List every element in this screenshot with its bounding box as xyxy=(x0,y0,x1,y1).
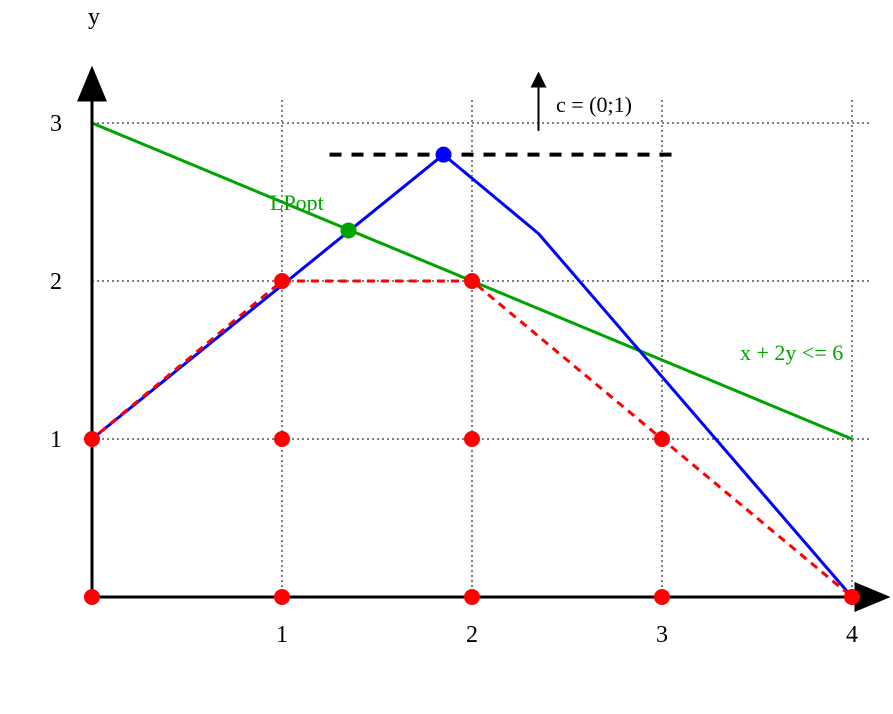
x-tick-4: 4 xyxy=(846,622,858,649)
x-tick-1: 1 xyxy=(276,622,288,649)
y-tick-1: 1 xyxy=(50,427,62,454)
lpopt-label: LPopt xyxy=(270,190,324,216)
y-tick-2: 2 xyxy=(50,269,62,296)
x-tick-3: 3 xyxy=(656,622,668,649)
c-vector-label: c = (0;1) xyxy=(556,92,632,118)
constraint-label: x + 2y <= 6 xyxy=(740,340,843,366)
chart-canvas: x y 1 2 3 4 1 2 3 LPopt c = (0;1) x + 2y… xyxy=(0,0,893,714)
x-axis-label: x xyxy=(860,584,872,611)
y-tick-3: 3 xyxy=(50,111,62,138)
x-tick-2: 2 xyxy=(466,622,478,649)
y-axis-label: y xyxy=(88,4,100,31)
